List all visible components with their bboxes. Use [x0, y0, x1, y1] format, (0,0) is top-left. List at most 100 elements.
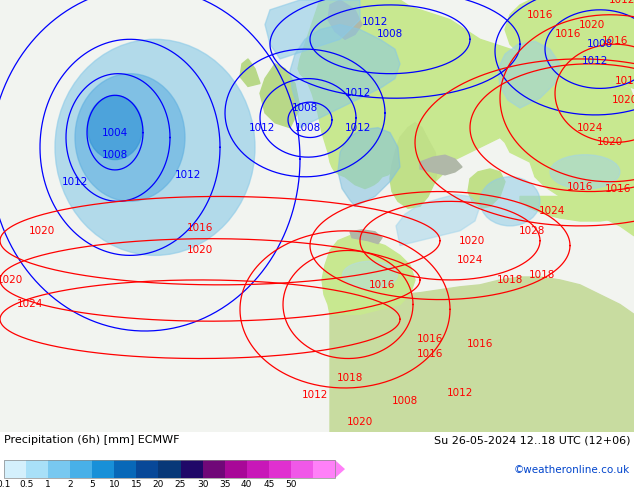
- Text: 1016: 1016: [602, 36, 628, 46]
- Ellipse shape: [342, 261, 398, 289]
- Polygon shape: [298, 0, 634, 236]
- Text: 1020: 1020: [29, 226, 55, 236]
- Text: 1012: 1012: [61, 177, 88, 187]
- Text: 1020: 1020: [187, 245, 213, 255]
- Text: 1024: 1024: [577, 122, 603, 133]
- Bar: [48, 460, 70, 478]
- Bar: [203, 460, 224, 478]
- Text: 25: 25: [175, 480, 186, 489]
- Polygon shape: [396, 195, 480, 245]
- Text: 0.1: 0.1: [0, 480, 11, 489]
- Bar: [4, 460, 26, 478]
- Text: 1016: 1016: [417, 334, 443, 344]
- Text: 1012: 1012: [447, 388, 473, 398]
- Text: 1016: 1016: [555, 29, 581, 39]
- Text: 1016: 1016: [417, 348, 443, 359]
- Text: 1024: 1024: [539, 206, 565, 216]
- Text: 15: 15: [131, 480, 142, 489]
- Text: 20: 20: [153, 480, 164, 489]
- Text: 45: 45: [263, 480, 275, 489]
- Text: 1018: 1018: [497, 275, 523, 285]
- Polygon shape: [265, 0, 360, 59]
- Polygon shape: [338, 128, 400, 206]
- Text: 1024: 1024: [17, 299, 43, 310]
- Polygon shape: [420, 155, 462, 175]
- Text: 2: 2: [67, 480, 73, 489]
- Text: 1012: 1012: [249, 122, 275, 133]
- Text: 1012: 1012: [302, 390, 328, 400]
- Ellipse shape: [87, 96, 143, 160]
- Text: 5: 5: [89, 480, 95, 489]
- Bar: [224, 460, 247, 478]
- Polygon shape: [335, 460, 345, 478]
- Text: 1016: 1016: [187, 223, 213, 233]
- Bar: [70, 460, 93, 478]
- Text: 10: 10: [108, 480, 120, 489]
- Text: 1020: 1020: [579, 20, 605, 29]
- Text: 1016: 1016: [369, 280, 395, 290]
- Text: 1020: 1020: [597, 137, 623, 147]
- Bar: [136, 460, 158, 478]
- Text: 1016: 1016: [467, 339, 493, 349]
- Ellipse shape: [550, 155, 620, 189]
- Text: 1012: 1012: [582, 56, 608, 66]
- Text: 1020: 1020: [459, 236, 485, 245]
- Text: 1: 1: [45, 480, 51, 489]
- Text: 1020: 1020: [347, 417, 373, 427]
- Polygon shape: [260, 64, 300, 128]
- Polygon shape: [505, 0, 634, 88]
- Text: 1012: 1012: [362, 17, 388, 26]
- Text: ©weatheronline.co.uk: ©weatheronline.co.uk: [514, 465, 630, 475]
- Text: 1016: 1016: [615, 75, 634, 86]
- Polygon shape: [498, 41, 560, 108]
- Text: 1024: 1024: [457, 255, 483, 265]
- Text: 50: 50: [285, 480, 297, 489]
- Polygon shape: [328, 0, 362, 39]
- Polygon shape: [468, 169, 505, 208]
- Text: 1008: 1008: [295, 122, 321, 133]
- Text: 1028: 1028: [519, 226, 545, 236]
- Bar: [158, 460, 181, 478]
- Bar: [181, 460, 203, 478]
- Bar: [26, 460, 48, 478]
- Text: 0.5: 0.5: [19, 480, 33, 489]
- Ellipse shape: [75, 74, 185, 201]
- Text: 40: 40: [241, 480, 252, 489]
- Text: 35: 35: [219, 480, 230, 489]
- Text: 1020: 1020: [612, 95, 634, 105]
- Polygon shape: [322, 236, 415, 314]
- Text: 1018: 1018: [529, 270, 555, 280]
- Ellipse shape: [480, 177, 540, 226]
- Text: 1016: 1016: [605, 184, 631, 194]
- Bar: [269, 460, 291, 478]
- Bar: [247, 460, 269, 478]
- Bar: [313, 460, 335, 478]
- Text: 1008: 1008: [102, 150, 128, 160]
- Text: Su 26-05-2024 12..18 UTC (12+06): Su 26-05-2024 12..18 UTC (12+06): [434, 435, 630, 445]
- Bar: [291, 460, 313, 478]
- Polygon shape: [390, 123, 438, 208]
- Text: 30: 30: [197, 480, 209, 489]
- Text: 1018: 1018: [337, 373, 363, 383]
- Bar: [114, 460, 136, 478]
- Text: 1012: 1012: [345, 122, 371, 133]
- Text: 1008: 1008: [292, 103, 318, 113]
- Text: 1004: 1004: [102, 127, 128, 138]
- Text: Precipitation (6h) [mm] ECMWF: Precipitation (6h) [mm] ECMWF: [4, 435, 179, 445]
- Text: 1012: 1012: [345, 88, 371, 98]
- Text: 1016: 1016: [527, 10, 553, 20]
- Polygon shape: [240, 59, 260, 86]
- Text: 1008: 1008: [587, 39, 613, 49]
- Polygon shape: [520, 182, 634, 221]
- Text: 1008: 1008: [377, 29, 403, 39]
- Polygon shape: [290, 24, 400, 128]
- Text: 1008: 1008: [392, 396, 418, 406]
- Ellipse shape: [55, 39, 255, 255]
- Bar: [4, 460, 335, 478]
- Text: 1016: 1016: [567, 182, 593, 192]
- Polygon shape: [330, 277, 634, 432]
- Text: 1020: 1020: [0, 275, 23, 285]
- Text: 1012: 1012: [175, 170, 201, 180]
- Polygon shape: [350, 230, 382, 244]
- Bar: [93, 460, 114, 478]
